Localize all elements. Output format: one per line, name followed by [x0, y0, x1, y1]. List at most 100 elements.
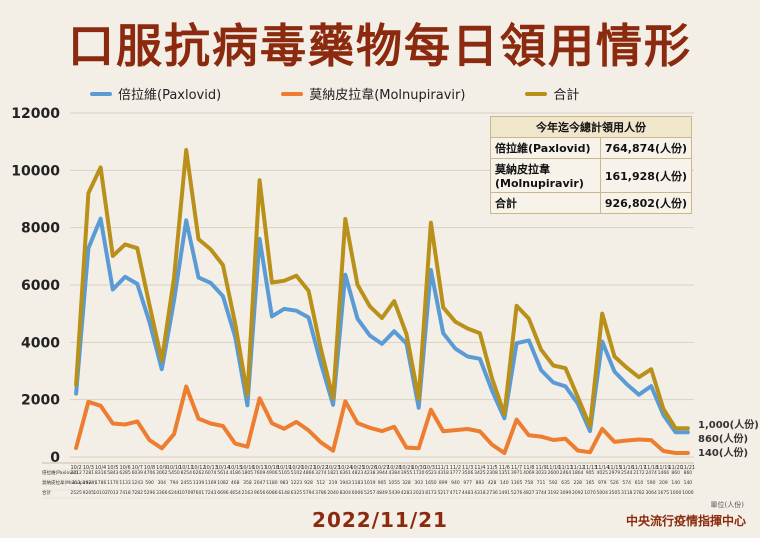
data-label: 10102	[93, 490, 107, 496]
data-label: 1000	[670, 490, 682, 496]
x-tick-label: 11/11	[558, 465, 572, 471]
data-label: 328	[402, 480, 411, 486]
data-label: 1170	[107, 480, 119, 486]
data-label: 860	[671, 470, 680, 476]
data-label: 6262	[193, 470, 205, 476]
data-label: 6285	[119, 470, 131, 476]
legend-label-molnupiravir: 莫納皮拉韋(Molnupiravir)	[309, 88, 466, 103]
data-label: 468	[231, 480, 240, 486]
x-tick-label: 10/3	[83, 465, 94, 471]
x-tick-label: 10/21	[301, 465, 315, 471]
x-tick-label: 11/20	[668, 465, 682, 471]
data-label: 7609	[254, 470, 266, 476]
x-tick-label: 11/21	[681, 465, 695, 471]
data-label: 5276	[511, 490, 523, 496]
x-tick-label: 10/26	[363, 465, 377, 471]
end-value-label: 1,000(人份)	[698, 418, 759, 431]
totals-row-value: 161,928(人份)	[599, 158, 693, 193]
x-tick-label: 11/1	[438, 465, 449, 471]
data-label: 428	[488, 480, 497, 486]
data-label: 7418	[119, 490, 131, 496]
data-label: 1720	[413, 470, 425, 476]
data-label: 1223	[291, 480, 303, 486]
data-label: 2163	[242, 490, 254, 496]
x-tick-label: 11/8	[523, 465, 534, 471]
data-label: 1466	[658, 470, 670, 476]
data-label: 8304	[340, 490, 352, 496]
data-label: 4823	[352, 470, 364, 476]
y-tick-label: 0	[50, 450, 60, 466]
end-value-label: 140(人份)	[698, 446, 748, 459]
data-label: 1133	[119, 480, 131, 486]
data-label: 635	[561, 480, 570, 486]
data-label: 928	[304, 480, 313, 486]
data-label: 1924	[83, 480, 95, 486]
x-tick-label: 10/17	[252, 465, 266, 471]
x-tick-label: 10/29	[399, 465, 413, 471]
data-label: 5794	[303, 490, 315, 496]
data-label: 1169	[205, 480, 217, 486]
data-label: 1243	[132, 480, 144, 486]
data-label: 1805	[242, 470, 254, 476]
data-label: 5614	[217, 470, 229, 476]
source-label: 中央流行疫情指揮中心	[625, 514, 746, 528]
legend-label-total: 合計	[553, 88, 580, 103]
data-label: 2212	[70, 470, 82, 476]
date-label: 2022/11/21	[312, 508, 448, 532]
data-label: 3366	[156, 490, 168, 496]
x-tick-label: 10/22	[314, 465, 328, 471]
data-label: 140	[684, 480, 693, 486]
data-label: 2172	[633, 470, 645, 476]
data-label: 165	[586, 480, 595, 486]
data-label: 219	[329, 480, 338, 486]
totals-row-label: 倍拉維(Paxlovid)	[490, 137, 601, 159]
x-tick-label: 10/27	[375, 465, 389, 471]
totals-row-label: 合計	[490, 192, 601, 214]
x-tick-label: 10/11	[179, 465, 193, 471]
y-tick-label: 10000	[11, 163, 60, 179]
data-label: 1000	[682, 490, 694, 496]
data-label: 5450	[168, 470, 180, 476]
x-tick-label: 10/4	[95, 465, 106, 471]
legend-item-molnupiravir: 莫納皮拉韋(Molnupiravir)	[281, 84, 465, 103]
totals-row-value: 926,802(人份)	[599, 192, 693, 214]
x-tick-label: 10/24	[338, 465, 352, 471]
data-label: 4069	[523, 470, 535, 476]
data-label: 3425	[474, 470, 486, 476]
totals-table: 今年迄今總計領用人份 倍拉維(Paxlovid) 764,874(人份) 莫納皮…	[490, 116, 693, 214]
data-label: 1070	[584, 490, 596, 496]
totals-row-label: 莫納皮拉韋(Molnupiravir)	[490, 158, 601, 193]
data-label: 3505	[609, 490, 621, 496]
data-label: 140	[671, 480, 680, 486]
data-label: 3064	[645, 490, 657, 496]
data-label: 10709	[179, 490, 193, 496]
y-tick-label: 4000	[21, 335, 60, 351]
data-label: 1019	[364, 480, 376, 486]
data-label: 358	[243, 480, 252, 486]
data-label: 6074	[205, 470, 217, 476]
data-label: 2464	[560, 470, 572, 476]
table-row-label: 莫納皮拉韋(Molnupiravir)	[42, 479, 96, 486]
data-label: 1183	[352, 480, 364, 486]
data-label: 893	[476, 480, 485, 486]
data-label: 1786	[95, 480, 107, 486]
data-label: 5296	[144, 490, 156, 496]
data-label: 3955	[401, 470, 413, 476]
data-label: 794	[170, 480, 179, 486]
data-label: 2047	[254, 480, 266, 486]
x-tick-label: 10/10	[167, 465, 181, 471]
x-tick-label: 11/9	[535, 465, 546, 471]
data-label: 758	[525, 480, 534, 486]
data-label: 1339	[193, 480, 205, 486]
x-tick-label: 10/18	[265, 465, 279, 471]
x-tick-label: 11/5	[487, 465, 498, 471]
data-label: 1305	[511, 480, 523, 486]
data-label: 6523	[425, 470, 437, 476]
series-line	[74, 216, 690, 435]
data-label: 9656	[254, 490, 266, 496]
data-label: 3274	[315, 470, 327, 476]
data-label: 6148	[278, 490, 290, 496]
data-label: 2023	[413, 490, 425, 496]
data-label: 2474	[645, 470, 657, 476]
